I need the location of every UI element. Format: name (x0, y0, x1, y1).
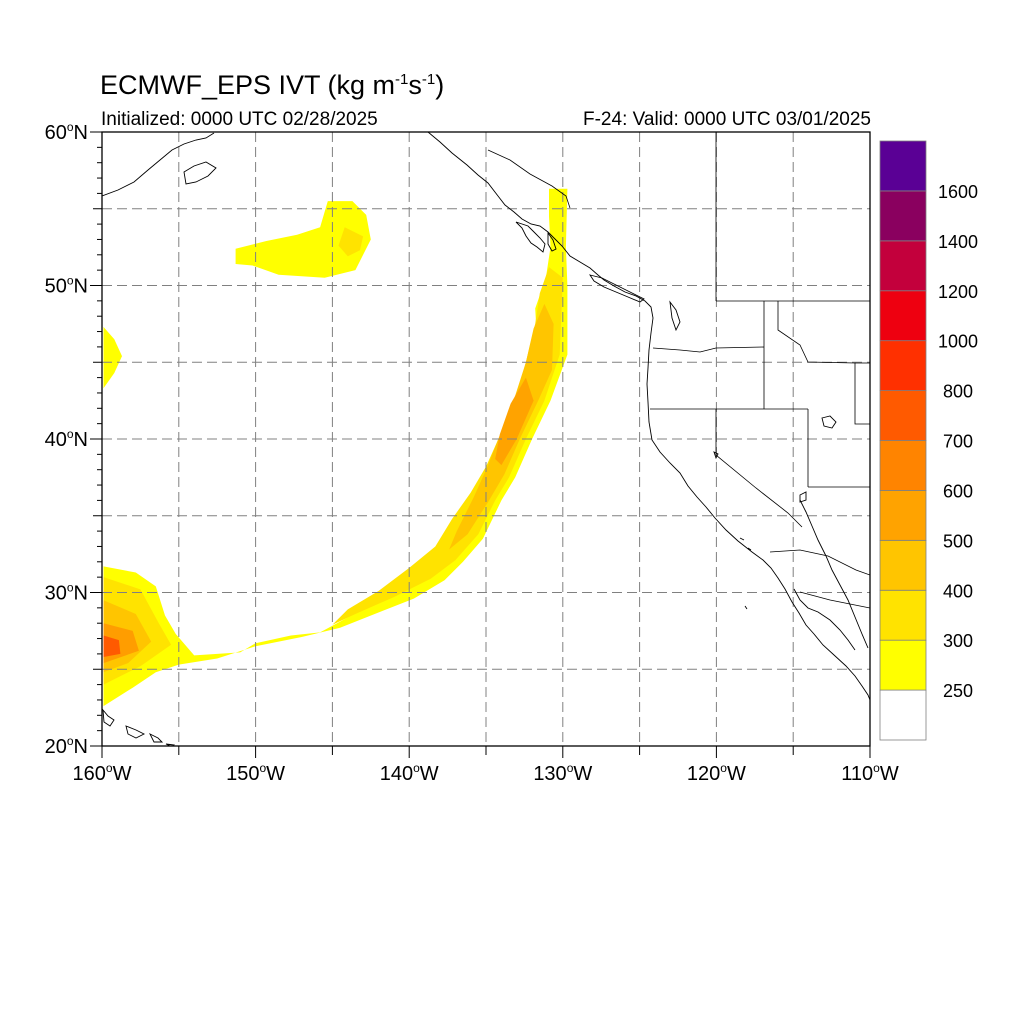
colorbar-label: 500 (943, 531, 973, 551)
colorbar-label: 1200 (938, 282, 978, 302)
colorbar-box (879, 290, 927, 342)
baja-inner-coast (793, 588, 856, 651)
ivt-region-500-6 (495, 377, 534, 466)
lon-label-160: 160oW (73, 761, 132, 785)
ivt-region-300-1 (338, 227, 364, 257)
colorbar-box (879, 539, 927, 591)
channel-islands (739, 537, 752, 610)
north-america-coastline (427, 132, 870, 701)
lon-label-110: 110oW (841, 761, 899, 785)
colorbar-box (879, 639, 927, 691)
colorbar-box (879, 190, 927, 242)
vancouver-island (588, 274, 645, 303)
ivt-region-400-5 (449, 303, 554, 550)
chart-title: ECMWF_EPS IVT (kg m-1s-1) (100, 70, 445, 100)
colorbar-box (879, 689, 927, 741)
salton-lake (799, 491, 807, 503)
colorbar-label: 1000 (938, 332, 978, 352)
oahu-island (148, 732, 164, 743)
ivt-field (103, 188, 568, 707)
lon-label-140: 140oW (380, 761, 439, 785)
map-axes: 60oN 50oN 40oN 30oN 20oN 160oW 150oW 140oW 130oW… (45, 120, 899, 785)
colorbar-label: 700 (943, 432, 973, 452)
lat-label-20: 20oN (45, 734, 88, 758)
coastlines (102, 132, 870, 746)
colorbar-label: 400 (943, 581, 973, 601)
lat-label-50: 50oN (45, 274, 88, 298)
colorbar-box (879, 140, 927, 192)
haida-gwaii (547, 231, 557, 252)
colorbar-label: 1400 (938, 232, 978, 252)
gulf-of-california-coast (799, 499, 869, 649)
colorbar: 250 300 400 500 600 700 800 1000 1200 1400 1600 (879, 140, 978, 741)
lat-label-60: 60oN (45, 120, 88, 144)
hawaii-big-island (102, 708, 115, 727)
colorbar-box (879, 589, 927, 641)
lon-label-150: 150oW (226, 761, 285, 785)
colorbar-label: 1600 (938, 182, 978, 202)
ivt-region-250-2 (103, 326, 122, 389)
lon-label-130: 130oW (533, 761, 592, 785)
colorbar-label: 800 (943, 382, 973, 402)
puget-sound (669, 300, 681, 332)
us-mexico-border (769, 549, 870, 576)
wa-or-border (652, 346, 765, 353)
maui-island (125, 725, 146, 739)
lon-label-120: 120oW (687, 761, 746, 785)
colorbar-label: 250 (943, 681, 973, 701)
colorbar-box (879, 390, 927, 441)
southeast-alaska-islands (515, 221, 546, 253)
great-salt-lake (821, 415, 837, 429)
kodiak-island (183, 161, 217, 185)
lat-label-30: 30oN (45, 581, 88, 605)
alaska-peninsula (102, 132, 215, 197)
colorbar-label: 600 (943, 481, 973, 501)
colorbar-box (879, 490, 927, 541)
colorbar-box (879, 340, 927, 391)
valid-time: F-24: Valid: 0000 UTC 03/01/2025 (583, 109, 871, 130)
mexico-state-border (799, 591, 870, 609)
bc-alaska-panhandle (487, 149, 571, 209)
colorbar-box (879, 240, 927, 292)
ivt-region-250-0 (235, 201, 371, 278)
id-mt-border (777, 301, 870, 425)
colorbar-box (879, 440, 927, 491)
ivt-region-700-10 (103, 635, 121, 657)
colorbar-label: 300 (943, 631, 973, 651)
initialized-time: Initialized: 0000 UTC 02/28/2025 (101, 109, 378, 130)
political-borders (487, 132, 870, 609)
ca-nv-border (715, 409, 803, 528)
lat-label-40: 40oN (45, 427, 88, 451)
gridlines (102, 132, 870, 746)
